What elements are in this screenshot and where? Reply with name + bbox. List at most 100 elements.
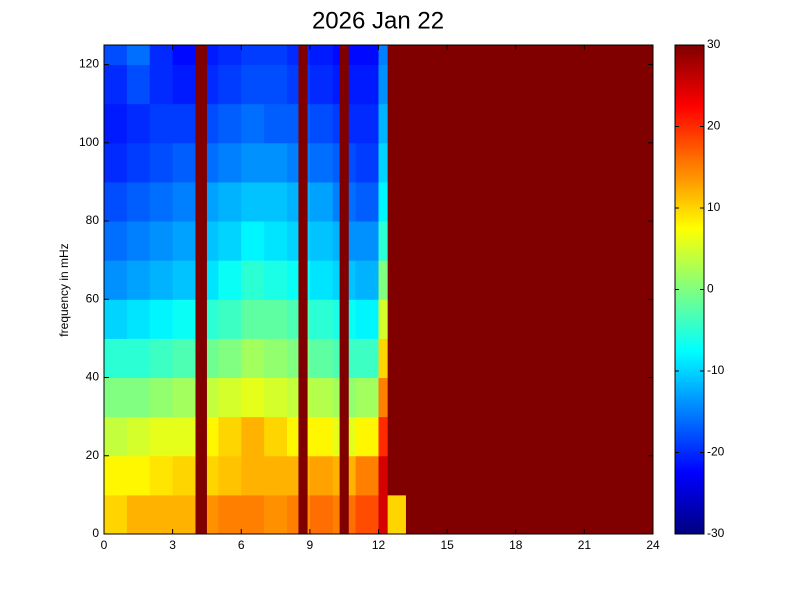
heatmap-cell — [206, 260, 219, 300]
colorbar-tick-label: -30 — [707, 526, 725, 540]
colorbar — [674, 44, 705, 535]
heatmap-cell — [172, 299, 196, 339]
heatmap-cell — [104, 494, 128, 535]
heatmap-cell — [241, 142, 265, 183]
heatmap-cell — [405, 45, 654, 66]
heatmap-cell — [339, 299, 350, 339]
heatmap-cell — [355, 64, 379, 105]
heatmap-cell — [264, 45, 288, 66]
heatmap-cell — [332, 494, 341, 535]
heatmap-cell — [126, 494, 151, 535]
heatmap-cell — [339, 416, 350, 457]
heatmap-cell — [126, 64, 151, 105]
heatmap-cell — [339, 103, 350, 144]
heatmap-cell — [332, 299, 341, 339]
heatmap-cell — [387, 221, 407, 261]
heatmap-cell — [126, 103, 151, 144]
heatmap-cell — [378, 299, 389, 339]
heatmap-cell — [309, 103, 334, 144]
heatmap-cell — [149, 103, 174, 144]
heatmap-cell — [309, 338, 334, 379]
heatmap-cell — [309, 260, 334, 300]
heatmap-cell — [332, 142, 341, 183]
heatmap-cell — [405, 142, 654, 183]
heatmap-cell — [195, 45, 208, 66]
heatmap-cell — [378, 103, 389, 144]
heatmap-cell — [241, 221, 265, 261]
x-tick-label: 18 — [509, 538, 523, 552]
heatmap-cell — [104, 181, 128, 222]
heatmap-cell — [309, 64, 334, 105]
heatmap-cell — [218, 221, 242, 261]
x-tick-label: 15 — [440, 538, 454, 552]
heatmap-cell — [126, 260, 151, 300]
heatmap-cell — [348, 416, 357, 457]
heatmap-cell — [218, 260, 242, 300]
heatmap-cell — [405, 64, 654, 105]
heatmap-cell — [387, 45, 407, 66]
colorbar-tick-label: 20 — [707, 119, 721, 133]
heatmap-cell — [405, 299, 654, 339]
heatmap-cell — [241, 299, 265, 339]
heatmap-cell — [195, 142, 208, 183]
heatmap-cell — [195, 260, 208, 300]
heatmap-cell — [298, 64, 309, 105]
heatmap-cell — [149, 181, 174, 222]
x-tick-label: 21 — [578, 538, 592, 552]
heatmap-cell — [378, 494, 389, 535]
heatmap-cell — [195, 299, 208, 339]
heatmap-cell — [378, 260, 389, 300]
heatmap-cell — [339, 494, 350, 535]
heatmap-cell — [287, 455, 299, 496]
heatmap-cell — [309, 455, 334, 496]
heatmap-cell — [405, 103, 654, 144]
heatmap-cell — [387, 377, 407, 418]
heatmap-cell — [339, 260, 350, 300]
heatmap-cell — [298, 221, 309, 261]
heatmap-cell — [405, 377, 654, 418]
heatmap-cell — [218, 103, 242, 144]
heatmap-cell — [104, 299, 128, 339]
heatmap-cell — [195, 338, 208, 379]
heatmap-cell — [172, 142, 196, 183]
heatmap-cell — [298, 416, 309, 457]
heatmap-cell — [355, 377, 379, 418]
heatmap-cell — [287, 45, 299, 66]
heatmap-cell — [378, 338, 389, 379]
heatmap-cell — [104, 103, 128, 144]
heatmap-cell — [309, 377, 334, 418]
heatmap-cell — [387, 64, 407, 105]
heatmap-cell — [332, 377, 341, 418]
heatmap-cell — [126, 181, 151, 222]
heatmap-cell — [355, 181, 379, 222]
heatmap-cell — [172, 181, 196, 222]
heatmap-cell — [348, 221, 357, 261]
heatmap-cell — [307, 181, 311, 222]
heatmap-cell — [387, 494, 407, 535]
heatmap-cell — [348, 494, 357, 535]
heatmap-cell — [287, 338, 299, 379]
y-tick-label: 120 — [79, 57, 99, 71]
heatmap-cell — [195, 181, 208, 222]
heatmap-cell — [287, 416, 299, 457]
heatmap-cell — [332, 64, 341, 105]
heatmap-cell — [149, 64, 174, 105]
heatmap-cell — [126, 455, 151, 496]
heatmap-cell — [172, 377, 196, 418]
heatmap-cell — [309, 181, 334, 222]
heatmap-cell — [355, 103, 379, 144]
heatmap-cell — [309, 142, 334, 183]
heatmap-cell — [355, 221, 379, 261]
heatmap-cell — [287, 142, 299, 183]
heatmap-cell — [104, 260, 128, 300]
heatmap-cell — [307, 260, 311, 300]
heatmap-cell — [298, 260, 309, 300]
x-tick-label: 3 — [169, 538, 176, 552]
heatmap-cell — [126, 221, 151, 261]
heatmap-cell — [206, 299, 219, 339]
heatmap-cell — [149, 221, 174, 261]
heatmap-cell — [206, 494, 219, 535]
heatmap-cell — [309, 494, 334, 535]
heatmap-cell — [339, 455, 350, 496]
